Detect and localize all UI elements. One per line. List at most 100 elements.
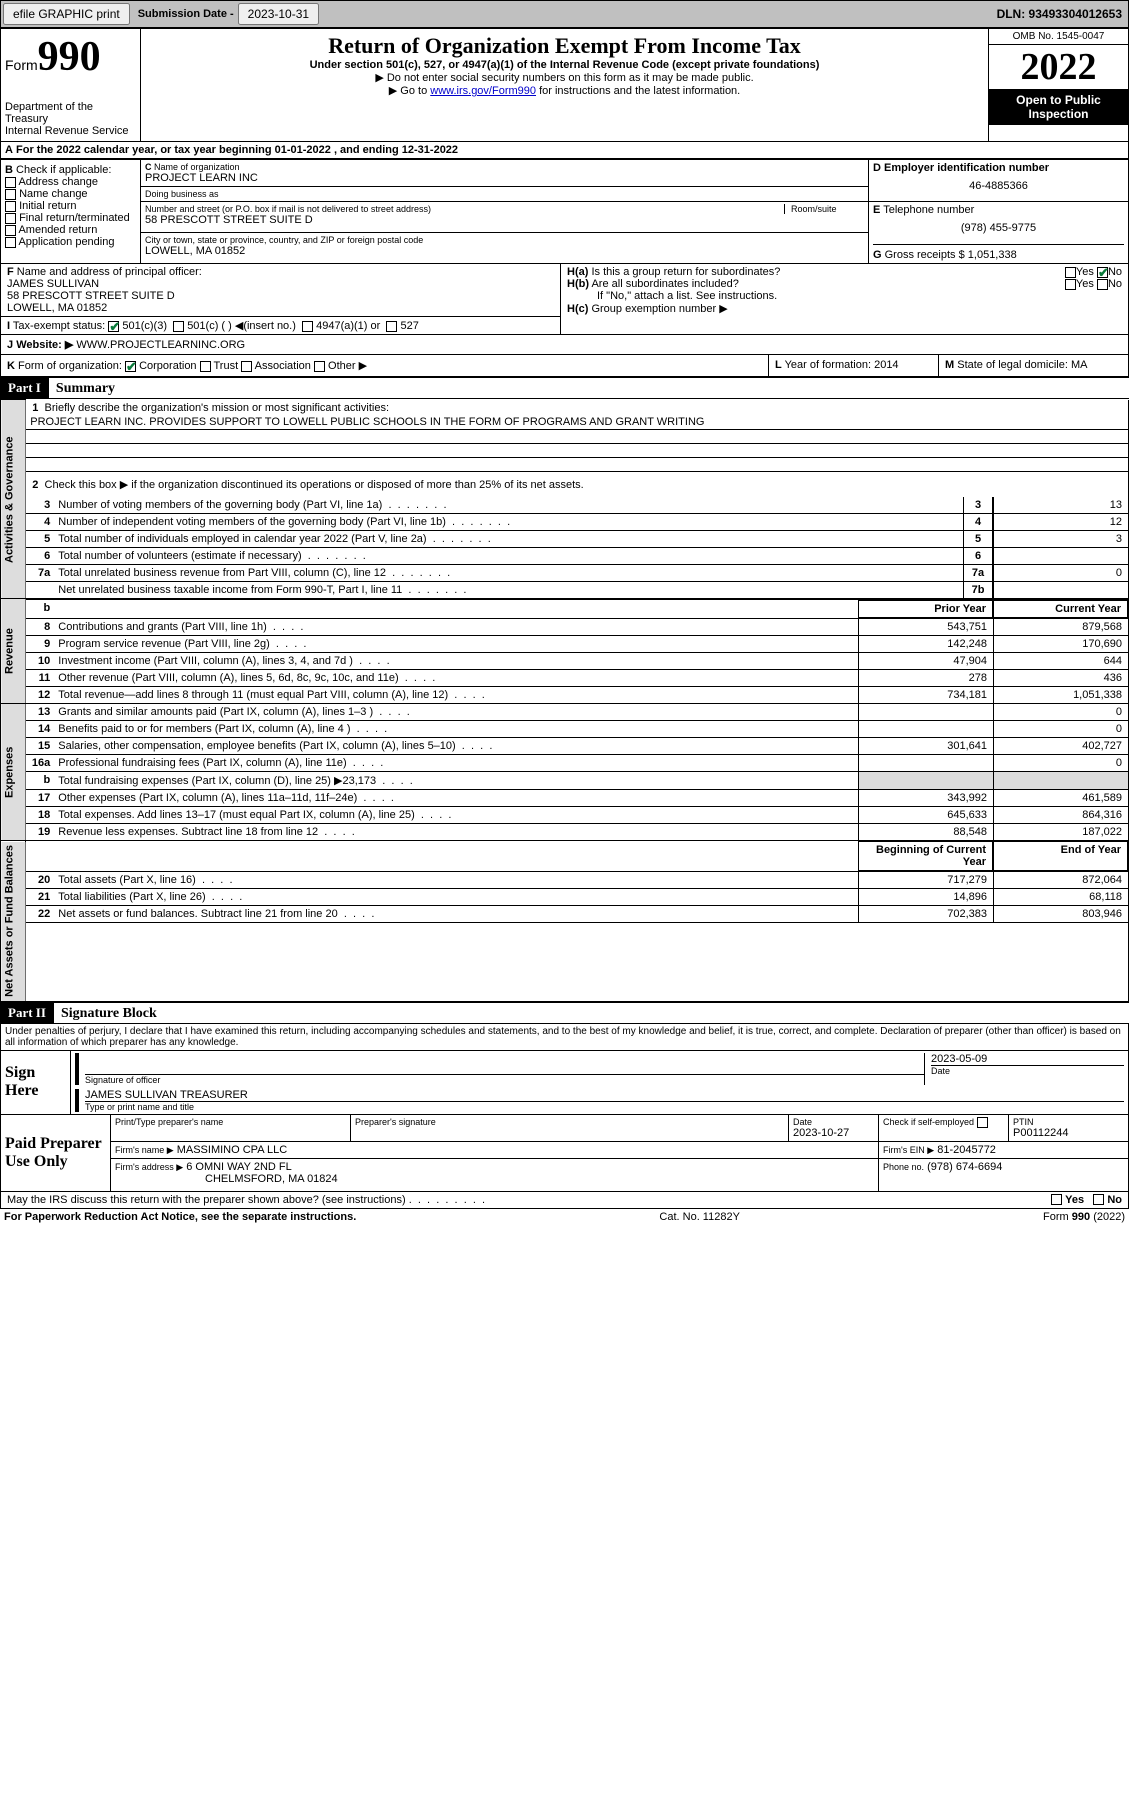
prior-value: 343,992 bbox=[858, 790, 993, 806]
room-label: Room/suite bbox=[784, 204, 864, 214]
line-num: 13 bbox=[26, 704, 54, 720]
g-label: Gross receipts $ bbox=[885, 249, 965, 261]
l1-text: Briefly describe the organization's miss… bbox=[45, 402, 389, 414]
line-num: 5 bbox=[26, 531, 54, 547]
form-note-1: ▶ Do not enter social security numbers o… bbox=[145, 71, 984, 84]
initial-return-checkbox[interactable] bbox=[5, 201, 16, 212]
line-value: 13 bbox=[993, 497, 1128, 513]
line-text: Net unrelated business taxable income fr… bbox=[54, 582, 963, 598]
section-klm: K Form of organization: Corporation Trus… bbox=[0, 355, 1129, 377]
firm-city: CHELMSFORD, MA 01824 bbox=[205, 1173, 338, 1185]
ptin-label: PTIN bbox=[1013, 1117, 1124, 1127]
line-num: 8 bbox=[26, 619, 54, 635]
line-text: Total number of individuals employed in … bbox=[54, 531, 963, 547]
footer: For Paperwork Reduction Act Notice, see … bbox=[0, 1209, 1129, 1225]
firm-phone-label: Phone no. bbox=[883, 1162, 924, 1172]
assoc-checkbox[interactable] bbox=[241, 361, 252, 372]
year-formed: 2014 bbox=[874, 359, 898, 371]
current-value: 0 bbox=[993, 721, 1128, 737]
l2-text: Check this box ▶ if the organization dis… bbox=[45, 479, 584, 491]
form-number: 990 bbox=[38, 34, 101, 80]
no-label: No bbox=[1108, 266, 1122, 278]
self-emp-label: Check if self-employed bbox=[883, 1117, 1004, 1128]
prior-value: 14,896 bbox=[858, 889, 993, 905]
corp-checkbox[interactable] bbox=[125, 361, 136, 372]
hb-no-checkbox[interactable] bbox=[1097, 279, 1108, 290]
b-label: Check if applicable: bbox=[16, 164, 111, 176]
line-num: 22 bbox=[26, 906, 54, 922]
final-return-checkbox[interactable] bbox=[5, 213, 16, 224]
tax-year: 2022 bbox=[989, 45, 1128, 89]
dept-label: Department of the Treasury bbox=[5, 101, 136, 125]
trust-checkbox[interactable] bbox=[200, 361, 211, 372]
preparer-table: Paid Preparer Use Only Print/Type prepar… bbox=[0, 1115, 1129, 1192]
opt-0: Address change bbox=[18, 176, 98, 188]
city-label: City or town, state or province, country… bbox=[145, 235, 864, 245]
line-numbox: 3 bbox=[963, 497, 993, 513]
name-change-checkbox[interactable] bbox=[5, 189, 16, 200]
line-num: 11 bbox=[26, 670, 54, 686]
current-value: 864,316 bbox=[993, 807, 1128, 823]
discuss-yes-checkbox[interactable] bbox=[1051, 1194, 1062, 1205]
discuss-row: May the IRS discuss this return with the… bbox=[0, 1192, 1129, 1209]
part2-header: Part II bbox=[0, 1003, 54, 1023]
sig-date-value: 2023-05-09 bbox=[931, 1053, 1124, 1065]
j-label: Website: ▶ bbox=[16, 339, 73, 351]
527-checkbox[interactable] bbox=[386, 321, 397, 332]
other-checkbox[interactable] bbox=[314, 361, 325, 372]
line-text: Number of voting members of the governin… bbox=[54, 497, 963, 513]
line-text: Total expenses. Add lines 13–17 (must eq… bbox=[54, 807, 858, 823]
amended-checkbox[interactable] bbox=[5, 225, 16, 236]
dln-label: DLN: 93493304012653 bbox=[997, 7, 1126, 21]
hb-yes-checkbox[interactable] bbox=[1065, 279, 1076, 290]
discuss-text: May the IRS discuss this return with the… bbox=[7, 1194, 406, 1206]
ha-no-checkbox[interactable] bbox=[1097, 267, 1108, 278]
d-label: Employer identification number bbox=[884, 162, 1049, 174]
line-text: Number of independent voting members of … bbox=[54, 514, 963, 530]
ha-yes-checkbox[interactable] bbox=[1065, 267, 1076, 278]
501c3-checkbox[interactable] bbox=[108, 321, 119, 332]
i-o4: 527 bbox=[400, 320, 418, 332]
line-num: 14 bbox=[26, 721, 54, 737]
mission-blank-2 bbox=[26, 444, 1128, 458]
line-value bbox=[993, 548, 1128, 564]
efile-print-button[interactable]: efile GRAPHIC print bbox=[3, 3, 130, 25]
k-label: Form of organization: bbox=[18, 360, 122, 372]
opt-3: Final return/terminated bbox=[19, 212, 130, 224]
exp-label: Expenses bbox=[1, 704, 26, 841]
firm-name: MASSIMINO CPA LLC bbox=[177, 1144, 287, 1156]
prior-value bbox=[858, 721, 993, 737]
prior-value: 645,633 bbox=[858, 807, 993, 823]
form-subtitle: Under section 501(c), 527, or 4947(a)(1)… bbox=[145, 59, 984, 71]
prep-date-label: Date bbox=[793, 1117, 874, 1127]
prep-sig-label: Preparer's signature bbox=[355, 1117, 784, 1127]
mission-blank-3 bbox=[26, 458, 1128, 472]
current-value: 872,064 bbox=[993, 872, 1128, 888]
date-label: Date bbox=[931, 1065, 1124, 1076]
discuss-no-checkbox[interactable] bbox=[1093, 1194, 1104, 1205]
l-label: Year of formation: bbox=[785, 359, 871, 371]
form-990-link[interactable]: www.irs.gov/Form990 bbox=[430, 85, 536, 97]
dba-label: Doing business as bbox=[145, 189, 864, 199]
line-text: Professional fundraising fees (Part IX, … bbox=[54, 755, 858, 771]
line-text: Total unrelated business revenue from Pa… bbox=[54, 565, 963, 581]
line-text: Total number of volunteers (estimate if … bbox=[54, 548, 963, 564]
blank-t bbox=[54, 600, 858, 618]
line-text: Net assets or fund balances. Subtract li… bbox=[54, 906, 858, 922]
current-value bbox=[993, 772, 1128, 789]
domicile-state: MA bbox=[1071, 359, 1088, 371]
submission-date-button[interactable]: 2023-10-31 bbox=[238, 3, 319, 25]
self-emp-checkbox[interactable] bbox=[977, 1117, 988, 1128]
i-o3: 4947(a)(1) or bbox=[316, 320, 380, 332]
submission-label: Submission Date - bbox=[138, 8, 234, 20]
line-num: 21 bbox=[26, 889, 54, 905]
begin-year-header: Beginning of Current Year bbox=[858, 841, 993, 871]
discuss-no: No bbox=[1107, 1194, 1122, 1206]
addr-change-checkbox[interactable] bbox=[5, 177, 16, 188]
line-num: 3 bbox=[26, 497, 54, 513]
4947-checkbox[interactable] bbox=[302, 321, 313, 332]
501c-checkbox[interactable] bbox=[173, 321, 184, 332]
line-text: Benefits paid to or for members (Part IX… bbox=[54, 721, 858, 737]
officer-signature-line[interactable] bbox=[85, 1053, 924, 1075]
app-pending-checkbox[interactable] bbox=[5, 237, 16, 248]
